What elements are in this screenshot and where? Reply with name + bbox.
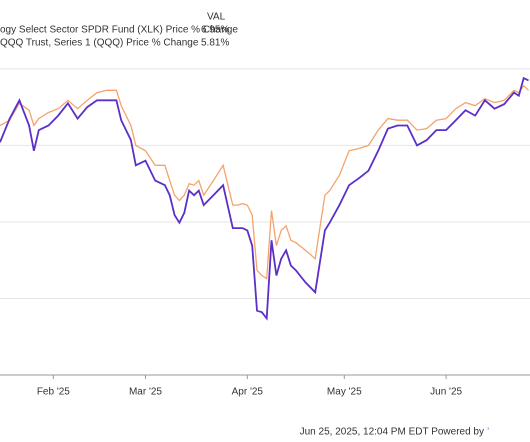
legend-value: 5.81% <box>201 38 229 49</box>
footer: Jun 25, 2025, 12:04 PM EDT Powered by <box>300 427 484 438</box>
x-tick-label: Mar '25 <box>129 387 162 398</box>
legend-value: 6.95% <box>201 25 229 36</box>
series-line <box>0 76 529 321</box>
legend-header: VAL <box>207 12 226 23</box>
x-tick-label: Feb '25 <box>37 387 70 398</box>
x-tick-label: May '25 <box>327 387 362 398</box>
x-tick-label: Jun '25 <box>430 387 462 398</box>
series-line <box>0 84 529 280</box>
legend-label: ogy Select Sector SPDR Fund (XLK) Price … <box>0 25 238 36</box>
x-tick-label: Apr '25 <box>232 387 264 398</box>
legend-label: QQQ Trust, Series 1 (QQQ) Price % Change <box>0 38 199 49</box>
logo: ’ <box>487 427 489 438</box>
